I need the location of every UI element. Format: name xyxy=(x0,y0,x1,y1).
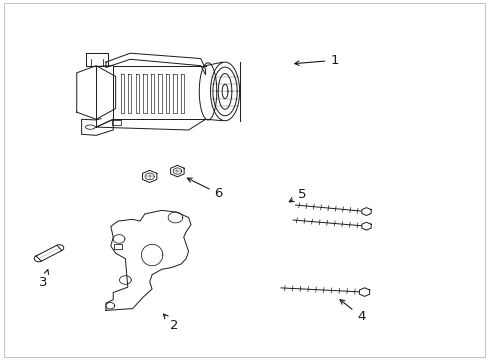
Bar xyxy=(112,120,121,125)
Text: 2: 2 xyxy=(163,314,178,332)
Text: 3: 3 xyxy=(40,270,48,289)
Text: 6: 6 xyxy=(187,178,223,200)
Text: 5: 5 xyxy=(289,188,305,202)
Text: 1: 1 xyxy=(294,54,338,67)
Text: 4: 4 xyxy=(339,300,365,323)
